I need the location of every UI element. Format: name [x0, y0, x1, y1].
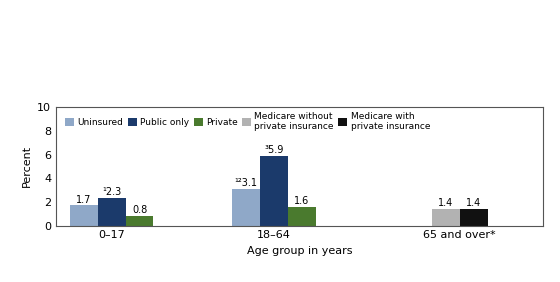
Bar — [260, 156, 288, 226]
Text: ³5.9: ³5.9 — [264, 145, 284, 155]
Y-axis label: Percent: Percent — [22, 145, 31, 188]
Text: ¹2.3: ¹2.3 — [102, 188, 122, 197]
Text: 0.8: 0.8 — [132, 205, 147, 215]
X-axis label: Age group in years: Age group in years — [247, 246, 352, 256]
Bar — [432, 209, 460, 226]
Bar — [460, 209, 488, 226]
Text: 1.7: 1.7 — [76, 195, 91, 204]
Bar — [70, 206, 98, 226]
Text: 1.4: 1.4 — [466, 198, 481, 208]
Bar — [98, 198, 125, 226]
Text: 1.6: 1.6 — [295, 196, 310, 206]
Bar — [288, 207, 316, 226]
Text: ¹²3.1: ¹²3.1 — [235, 178, 258, 188]
Legend: Uninsured, Public only, Private, Medicare without
private insurance, Medicare wi: Uninsured, Public only, Private, Medicar… — [66, 112, 430, 131]
Bar — [232, 189, 260, 226]
Text: 1.4: 1.4 — [438, 198, 454, 208]
Bar — [125, 216, 153, 226]
